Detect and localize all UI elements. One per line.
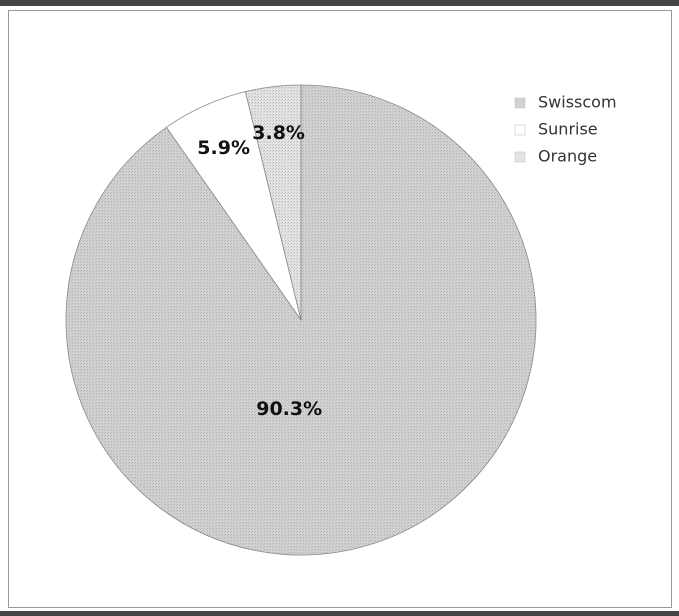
value-label: 5.9%: [197, 137, 250, 159]
slice-texture: [245, 85, 301, 320]
frame: [8, 10, 672, 608]
legend-swatch: [514, 151, 526, 163]
legend-swatch: [514, 97, 526, 109]
legend-label: Orange: [538, 147, 597, 166]
value-label: 90.3%: [256, 398, 322, 420]
legend-swatch: [514, 124, 526, 136]
legend-label: Sunrise: [538, 120, 598, 139]
bottom-bar: [0, 611, 679, 616]
top-bar: [0, 0, 679, 6]
legend-label: Swisscom: [538, 93, 617, 112]
value-label: 3.8%: [252, 122, 305, 144]
